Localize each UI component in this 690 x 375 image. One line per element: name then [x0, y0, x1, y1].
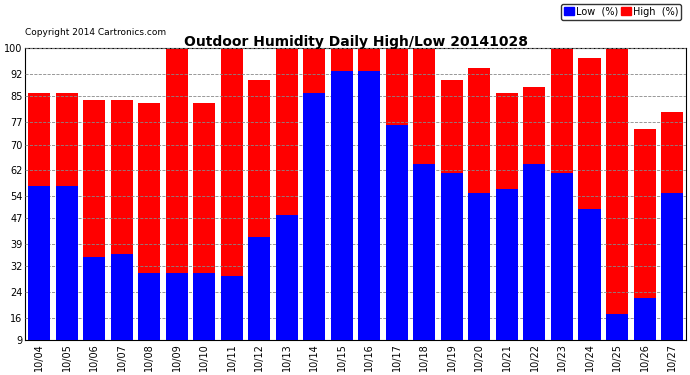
Bar — [578, 58, 600, 369]
Bar — [304, 48, 325, 369]
Bar — [83, 100, 105, 369]
Title: Outdoor Humidity Daily High/Low 20141028: Outdoor Humidity Daily High/Low 20141028 — [184, 34, 528, 49]
Bar — [166, 273, 188, 369]
Bar — [524, 164, 546, 369]
Bar — [606, 48, 628, 369]
Bar — [110, 100, 132, 369]
Bar — [138, 103, 160, 369]
Bar — [304, 93, 325, 369]
Bar — [166, 48, 188, 369]
Bar — [413, 48, 435, 369]
Bar — [551, 173, 573, 369]
Bar — [56, 186, 77, 369]
Bar — [83, 257, 105, 369]
Bar — [358, 48, 380, 369]
Bar — [524, 87, 546, 369]
Bar — [606, 314, 628, 369]
Bar — [441, 173, 463, 369]
Bar — [193, 273, 215, 369]
Text: Copyright 2014 Cartronics.com: Copyright 2014 Cartronics.com — [26, 28, 166, 37]
Bar — [276, 215, 298, 369]
Bar — [413, 164, 435, 369]
Bar — [110, 254, 132, 369]
Bar — [28, 186, 50, 369]
Bar — [28, 93, 50, 369]
Bar — [248, 81, 270, 369]
Bar — [386, 48, 408, 369]
Bar — [496, 93, 518, 369]
Bar — [633, 129, 656, 369]
Bar — [221, 48, 243, 369]
Bar — [193, 103, 215, 369]
Legend: Low  (%), High  (%): Low (%), High (%) — [561, 4, 681, 20]
Bar — [661, 193, 683, 369]
Bar — [138, 273, 160, 369]
Bar — [358, 71, 380, 369]
Bar — [469, 68, 491, 369]
Bar — [56, 93, 77, 369]
Bar — [633, 298, 656, 369]
Bar — [276, 48, 298, 369]
Bar — [331, 48, 353, 369]
Bar — [248, 237, 270, 369]
Bar — [469, 193, 491, 369]
Bar — [386, 125, 408, 369]
Bar — [661, 112, 683, 369]
Bar — [221, 276, 243, 369]
Bar — [551, 48, 573, 369]
Bar — [331, 71, 353, 369]
Bar — [441, 81, 463, 369]
Bar — [496, 189, 518, 369]
Bar — [578, 209, 600, 369]
